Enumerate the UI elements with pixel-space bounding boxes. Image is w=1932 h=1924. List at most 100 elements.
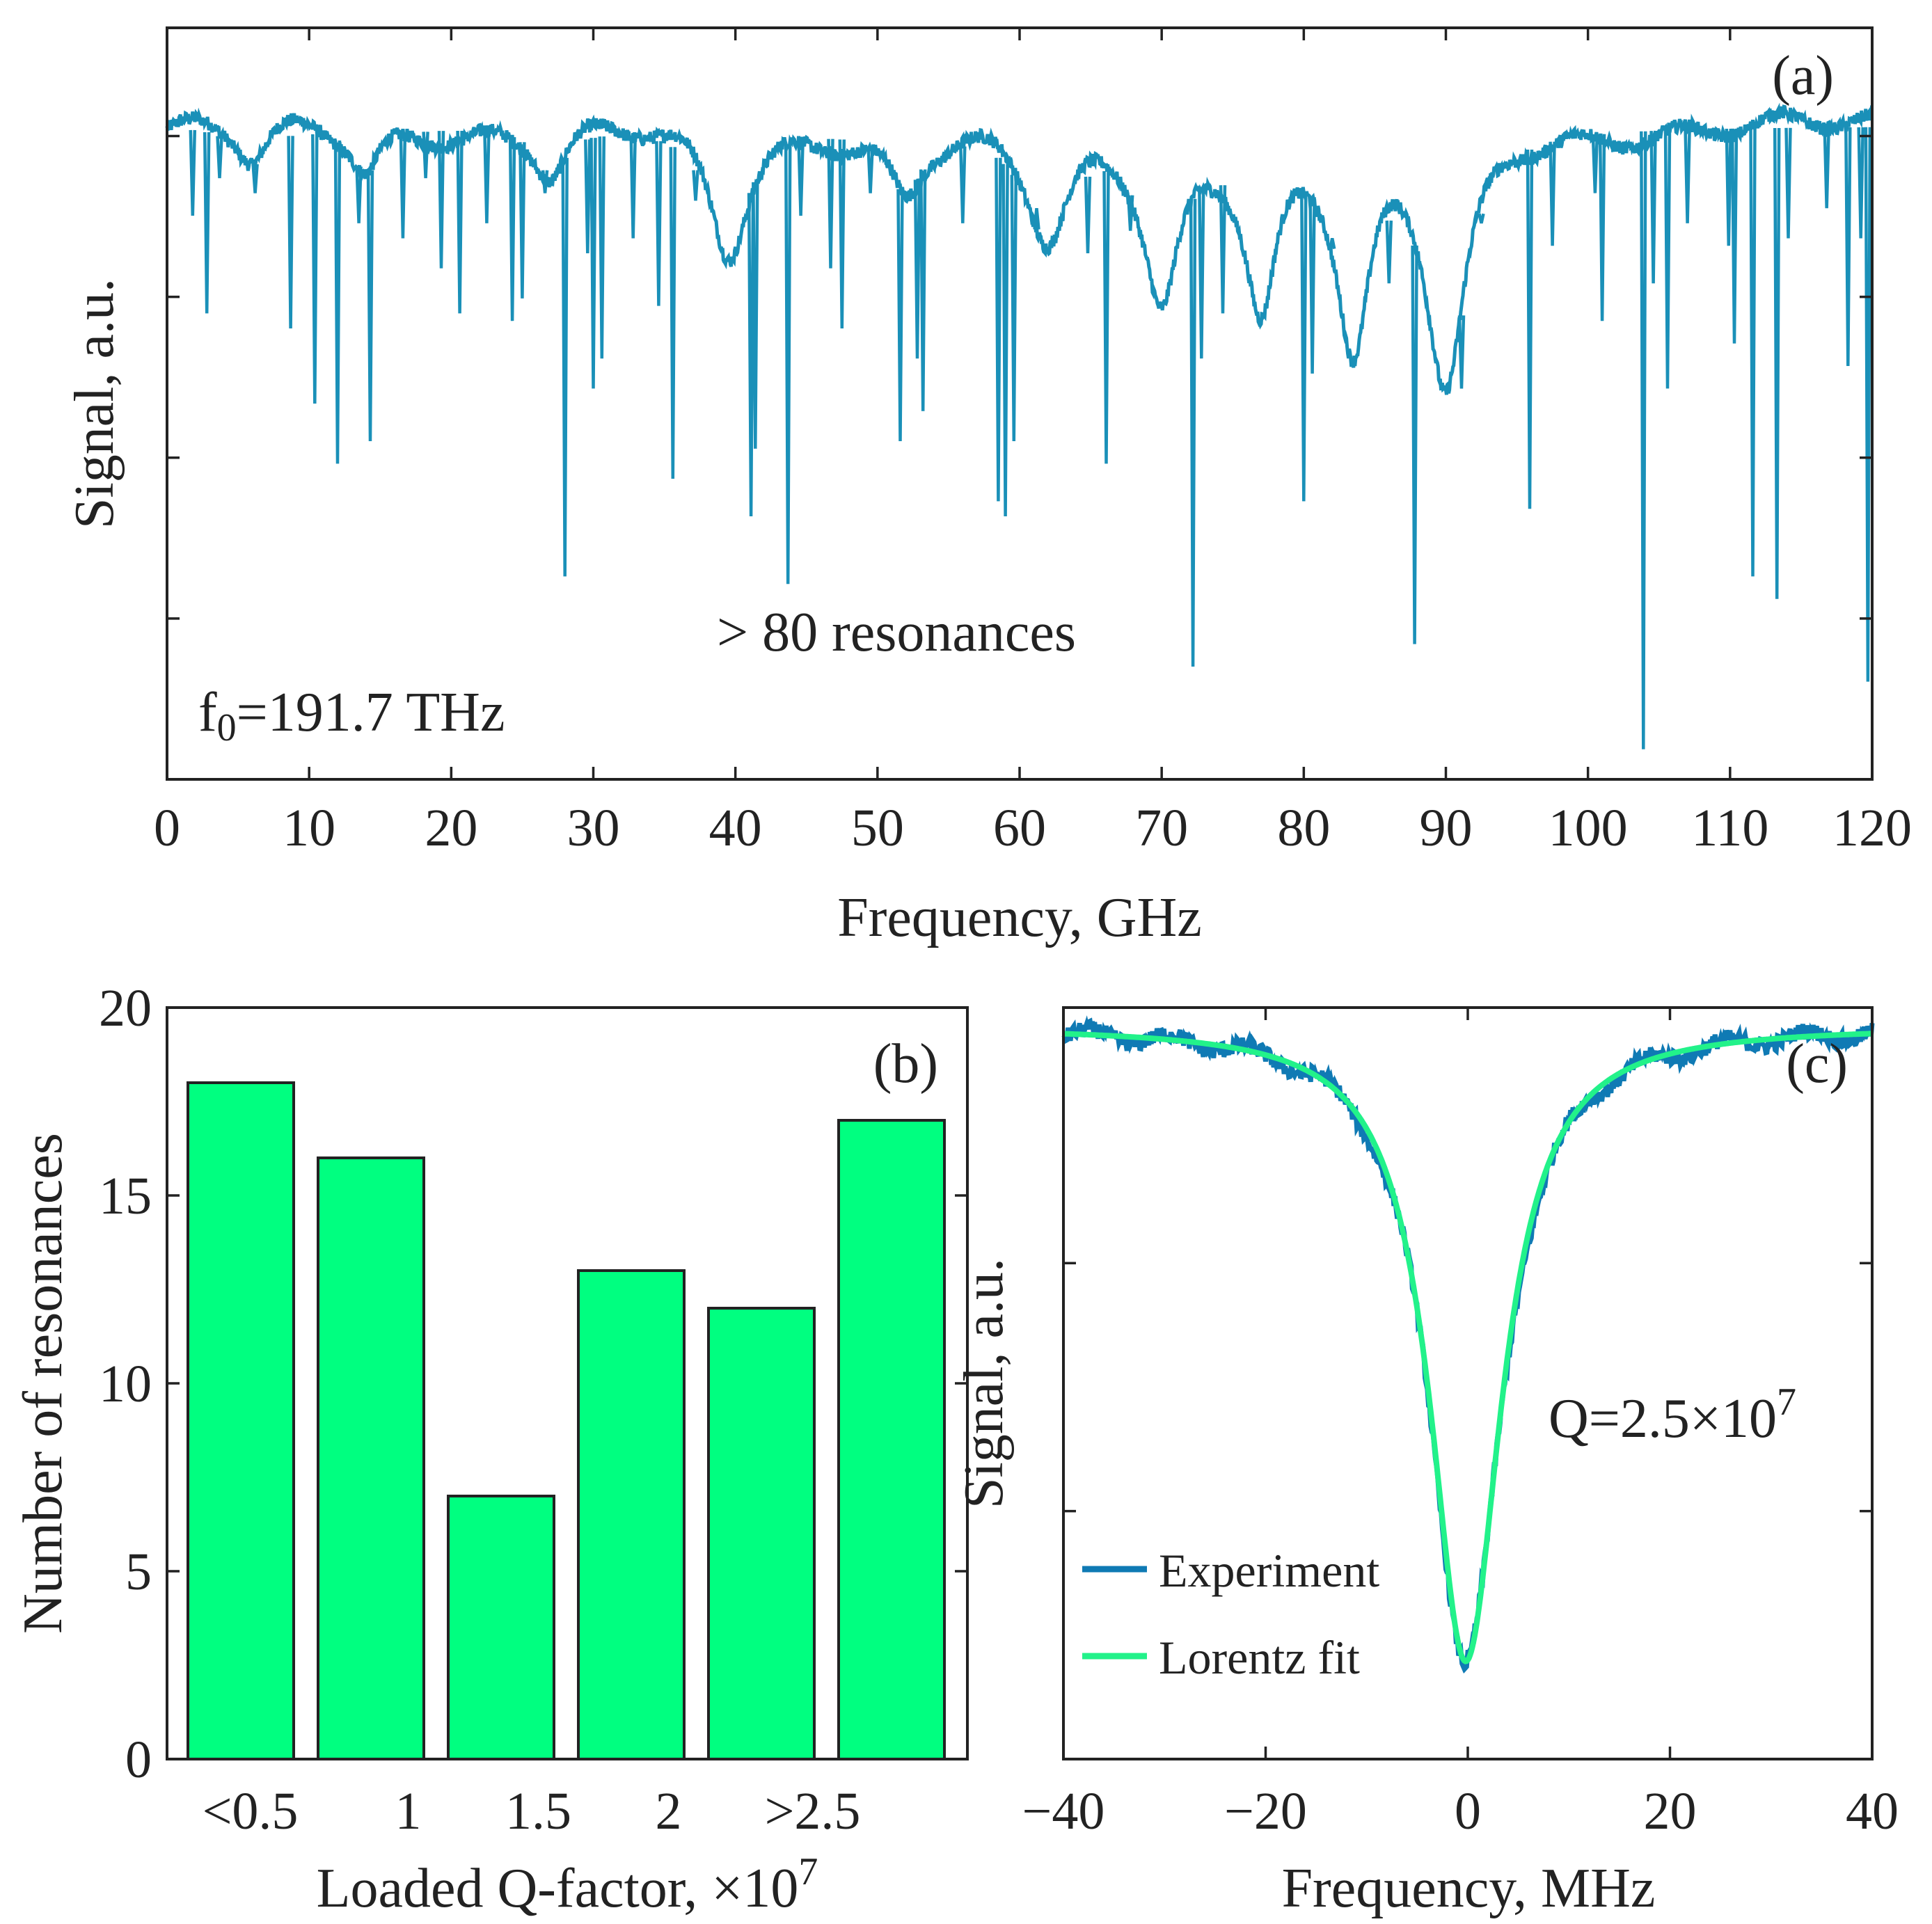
x-tick-label: 10 bbox=[283, 799, 335, 857]
resonance-dip-6 bbox=[333, 140, 342, 464]
panel-a: 0 10 20 30 40 50 60 70 80 90 100 110 120 (a) > 80 re… bbox=[64, 26, 1912, 948]
x-tick-label: 20 bbox=[425, 799, 477, 857]
panel-b-y-axis-title: Number of resonances bbox=[13, 1133, 74, 1634]
y-tick-label: 5 bbox=[125, 1543, 152, 1601]
x-tick-label: 90 bbox=[1420, 799, 1473, 857]
panel-a-y-ticks bbox=[167, 134, 1872, 620]
resonance-dip-50 bbox=[1411, 245, 1418, 644]
resonance-dip-33 bbox=[913, 180, 921, 359]
y-tick-label: 0 bbox=[125, 1731, 152, 1789]
x-tick-label: 120 bbox=[1832, 799, 1912, 857]
resonance-dip-49 bbox=[1385, 220, 1393, 284]
resonance-dip-12 bbox=[456, 130, 464, 314]
resonance-dip-2 bbox=[216, 136, 223, 179]
resonance-dip-46 bbox=[1300, 193, 1308, 502]
resonance-dip-32 bbox=[896, 189, 904, 442]
x-tick-label: −20 bbox=[1224, 1782, 1307, 1840]
x-tick-label: 40 bbox=[1846, 1782, 1899, 1840]
panel-a-spectrum-line bbox=[165, 102, 1874, 395]
panel-c-y-ticks bbox=[1063, 1262, 1872, 1513]
resonance-dip-39 bbox=[1033, 207, 1040, 230]
resonance-dip-0 bbox=[189, 129, 197, 216]
f0-subscript: 0 bbox=[217, 706, 237, 749]
resonance-dip-67 bbox=[1844, 127, 1852, 367]
resonance-dip-19 bbox=[589, 138, 597, 389]
panel-b-label: (b) bbox=[873, 1033, 938, 1095]
resonance-dip-42 bbox=[1126, 195, 1134, 231]
resonance-dip-45 bbox=[1219, 185, 1227, 314]
x-tick-label: 30 bbox=[567, 799, 620, 857]
resonance-dip-69 bbox=[1864, 127, 1872, 682]
panel-a-y-axis-title: Signal, a.u. bbox=[64, 278, 125, 529]
resonance-dip-55 bbox=[1591, 134, 1599, 193]
resonance-dip-3 bbox=[251, 164, 259, 193]
x-tick-label: 0 bbox=[154, 799, 180, 857]
resonance-dip-63 bbox=[1749, 128, 1757, 577]
resonance-dip-58 bbox=[1649, 131, 1657, 284]
bar-2–2.5 bbox=[707, 1307, 816, 1760]
resonance-dip-23 bbox=[669, 147, 677, 479]
bar-<0.5 bbox=[187, 1081, 295, 1760]
legend-label-fit: Lorentz fit bbox=[1159, 1631, 1360, 1684]
q-annotation-exp: 7 bbox=[1777, 1381, 1796, 1424]
resonance-dip-14 bbox=[508, 137, 516, 321]
resonance-dip-10 bbox=[422, 132, 429, 179]
x-tick-label: −40 bbox=[1022, 1782, 1105, 1840]
resonance-dip-62 bbox=[1730, 128, 1739, 344]
resonance-dip-28 bbox=[797, 142, 805, 216]
resonance-dip-25 bbox=[747, 193, 755, 517]
resonance-dip-17 bbox=[561, 157, 569, 577]
panel-a-label: (a) bbox=[1772, 45, 1834, 106]
panel-b-bars bbox=[187, 1081, 946, 1760]
panel-c-y-axis-title: Signal, a.u. bbox=[953, 1258, 1015, 1509]
panel-b-x-ticks: <0.5 1 1.5 2 >2.5 bbox=[203, 1782, 861, 1840]
resonance-dip-47 bbox=[1308, 197, 1316, 374]
x-tick-label: 1.5 bbox=[505, 1782, 571, 1840]
y-tick-label: 20 bbox=[99, 979, 152, 1037]
bar-0.5–1 bbox=[317, 1156, 425, 1760]
resonance-dip-52 bbox=[1478, 213, 1485, 224]
bar->2.5 bbox=[837, 1119, 946, 1760]
x-tick-label: 70 bbox=[1135, 799, 1188, 857]
panel-c-x-axis-title: Frequency, MHz bbox=[1282, 1858, 1656, 1919]
resonance-dip-13 bbox=[483, 132, 491, 223]
y-tick-label: 10 bbox=[99, 1355, 152, 1413]
resonance-dip-31 bbox=[866, 148, 874, 193]
x-tick-label: 100 bbox=[1549, 799, 1628, 857]
x-tick-label: 80 bbox=[1277, 799, 1330, 857]
panel-a-annotation-f0: f0=191.7 THz bbox=[198, 682, 505, 749]
x-tick-label: 50 bbox=[851, 799, 904, 857]
y-tick-label: 15 bbox=[99, 1167, 152, 1225]
panel-b-x-axis-title-text: Loaded Q-factor, ×10 bbox=[317, 1858, 799, 1919]
resonance-dip-22 bbox=[655, 141, 663, 306]
resonance-dip-21 bbox=[629, 136, 637, 239]
resonance-dip-64 bbox=[1773, 127, 1781, 599]
x-tick-label: 40 bbox=[709, 799, 762, 857]
panel-b-x-axis-title-exp: 7 bbox=[798, 1850, 818, 1893]
bar-1–1.5 bbox=[447, 1495, 555, 1760]
resonance-dip-68 bbox=[1857, 127, 1864, 239]
panel-a-annotation-resonances: > 80 resonances bbox=[717, 602, 1076, 663]
f0-value: =191.7 THz bbox=[237, 682, 505, 743]
panel-a-plot-area bbox=[165, 102, 1874, 749]
resonance-dip-27 bbox=[784, 146, 792, 585]
x-tick-label: <0.5 bbox=[203, 1782, 299, 1840]
resonance-dip-51 bbox=[1457, 315, 1466, 389]
resonance-dip-26 bbox=[752, 182, 759, 449]
panel-a-x-ticks: 0 10 20 30 40 50 60 70 80 90 100 110 120 bbox=[154, 28, 1912, 857]
panel-c-annotation-q: Q=2.5×107 bbox=[1549, 1381, 1796, 1449]
panel-c: −40 −20 0 20 40 (c) Q=2.5×107 Experiment Lor… bbox=[953, 1006, 1899, 1919]
panel-c-plot-area bbox=[1061, 1015, 1875, 1674]
x-tick-label: 110 bbox=[1691, 799, 1768, 857]
x-tick-label: 20 bbox=[1644, 1782, 1697, 1840]
resonance-dip-8 bbox=[366, 170, 374, 442]
resonance-dip-60 bbox=[1684, 129, 1691, 223]
resonance-dip-11 bbox=[437, 131, 445, 269]
resonance-dip-65 bbox=[1784, 127, 1792, 239]
panel-c-label: (c) bbox=[1786, 1033, 1848, 1095]
resonance-dip-34 bbox=[919, 169, 927, 411]
x-tick-label: 60 bbox=[993, 799, 1046, 857]
resonance-dip-40 bbox=[1084, 176, 1092, 254]
resonance-dip-5 bbox=[311, 134, 319, 404]
panel-a-x-axis-title: Frequency, GHz bbox=[837, 887, 1202, 948]
